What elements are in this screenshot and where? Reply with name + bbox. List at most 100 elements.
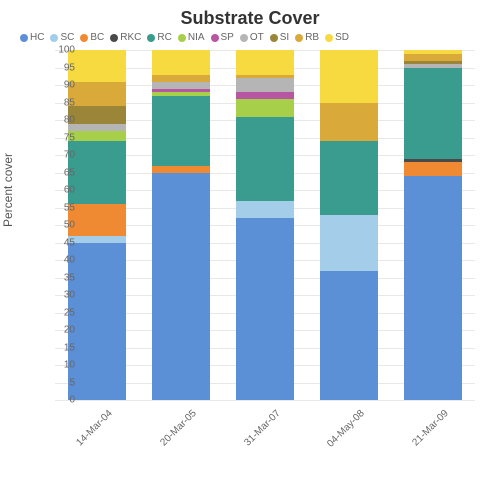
legend-item-nia: NIA [178,32,205,43]
legend-label: HC [30,32,44,43]
y-tick: 45 [50,237,75,248]
bar-segment-hc [404,176,463,400]
y-tick: 55 [50,202,75,213]
bar-segment-hc [152,173,211,401]
legend-swatch [270,34,278,42]
y-tick: 80 [50,115,75,126]
bar-segment-bc [68,204,127,236]
bar-segment-sc [68,236,127,243]
bar-segment-rb [152,75,211,82]
y-tick: 30 [50,290,75,301]
bar-segment-si [404,61,463,65]
bar-group [152,50,211,400]
bar-segment-si [68,106,127,124]
bar-group [404,50,463,400]
y-tick: 100 [50,45,75,56]
bar-group [236,50,295,400]
bar-segment-hc [68,243,127,401]
bar-segment-bc [404,162,463,176]
bar-segment-rc [152,96,211,166]
y-tick: 75 [50,132,75,143]
x-tick: 14-Mar-04 [72,408,115,451]
bar-segment-rb [320,103,379,142]
legend-swatch [110,34,118,42]
bar-segment-rb [236,75,295,79]
bar-segment-ot [68,124,127,131]
legend-label: BC [90,32,104,43]
legend-item-sc: SC [50,32,74,43]
y-tick: 95 [50,62,75,73]
bar-group [68,50,127,400]
legend-swatch [20,34,28,42]
bar-segment-nia [152,92,211,96]
y-tick: 20 [50,325,75,336]
x-tick: 31-Mar-07 [240,408,283,451]
legend-item-rb: RB [295,32,319,43]
bar-segment-sd [68,50,127,82]
bar-segment-sd [236,50,295,75]
legend-swatch [295,34,303,42]
y-tick: 15 [50,342,75,353]
legend-swatch [211,34,219,42]
y-tick: 50 [50,220,75,231]
plot-area [55,50,475,400]
legend-label: RC [157,32,171,43]
y-tick: 0 [50,395,75,406]
y-axis-label: Percent cover [1,153,15,227]
y-tick: 35 [50,272,75,283]
bar-segment-rc [404,68,463,159]
legend-item-sd: SD [325,32,349,43]
bar-segment-sc [320,215,379,271]
bar-segment-hc [236,218,295,400]
x-tick: 04-May-08 [324,408,367,451]
chart-container: Substrate Cover HC SC BC RKC RC NIA SP OT SI RB SD… [0,0,500,500]
legend-swatch [178,34,186,42]
chart-title: Substrate Cover [0,8,500,29]
bar-segment-rb [68,82,127,107]
legend-swatch [80,34,88,42]
bar-segment-nia [68,131,127,142]
bar-segment-sp [236,92,295,99]
legend-label: NIA [188,32,205,43]
bar-segment-hc [320,271,379,401]
y-tick: 65 [50,167,75,178]
legend-label: OT [250,32,264,43]
bar-group [320,50,379,400]
y-tick: 10 [50,360,75,371]
bar-segment-rc [236,117,295,201]
y-tick: 85 [50,97,75,108]
bar-segment-rkc [404,159,463,163]
legend-label: SP [221,32,234,43]
legend-label: SC [60,32,74,43]
legend-item-ot: OT [240,32,264,43]
legend-label: SI [280,32,289,43]
bar-segment-rb [404,54,463,61]
legend-item-rkc: RKC [110,32,141,43]
legend-label: RKC [120,32,141,43]
legend-swatch [50,34,58,42]
gridline [55,400,475,401]
bar-segment-ot [236,78,295,92]
legend-item-rc: RC [147,32,171,43]
bar-segment-rc [320,141,379,215]
bar-segment-ot [404,64,463,68]
legend-swatch [325,34,333,42]
y-tick: 25 [50,307,75,318]
x-tick: 20-Mar-05 [156,408,199,451]
y-tick: 5 [50,377,75,388]
y-tick: 40 [50,255,75,266]
legend-item-hc: HC [20,32,44,43]
legend-item-bc: BC [80,32,104,43]
bar-segment-sd [320,50,379,103]
legend-swatch [147,34,155,42]
legend-label: RB [305,32,319,43]
bar-segment-sp [152,89,211,93]
bar-segment-nia [236,99,295,117]
y-tick: 60 [50,185,75,196]
bar-segment-sd [404,50,463,54]
legend: HC SC BC RKC RC NIA SP OT SI RB SD [20,32,490,43]
y-tick: 70 [50,150,75,161]
bar-segment-bc [152,166,211,173]
x-tick: 21-Mar-09 [408,408,451,451]
bar-segment-sd [152,50,211,75]
